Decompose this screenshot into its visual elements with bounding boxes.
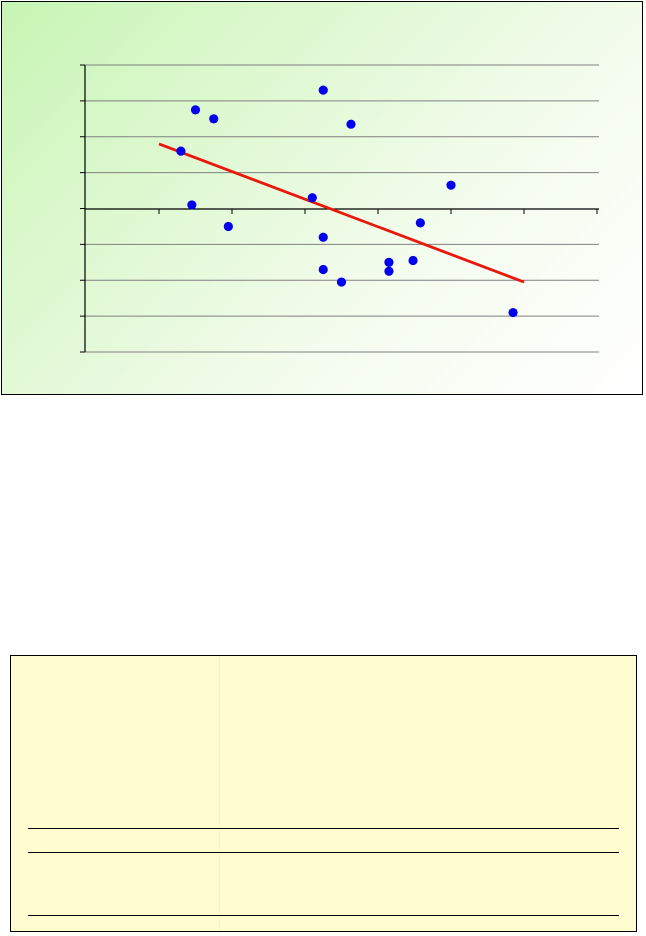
stats-header-rule — [28, 852, 619, 853]
axes — [80, 64, 599, 353]
data-point — [446, 180, 456, 190]
stats-top-rule — [28, 828, 619, 829]
stats-column-divider — [219, 656, 220, 931]
data-point — [336, 277, 347, 287]
data-point — [318, 264, 328, 275]
scatter-chart — [80, 64, 599, 353]
data-point — [384, 257, 394, 267]
data-point — [318, 85, 328, 95]
data-point — [187, 200, 197, 210]
data-point — [408, 255, 418, 266]
trendline — [158, 142, 525, 284]
trendline-layer — [158, 142, 525, 284]
chart-panel — [1, 1, 643, 395]
stats-bottom-rule — [28, 915, 619, 916]
data-point — [223, 221, 233, 232]
data-points — [176, 85, 518, 318]
statistics-panel — [10, 655, 637, 932]
data-point — [415, 218, 425, 228]
data-point — [190, 105, 201, 115]
data-point — [384, 266, 394, 276]
data-point — [209, 114, 219, 124]
data-point — [307, 193, 317, 203]
data-point — [346, 119, 356, 129]
data-point — [508, 307, 518, 318]
data-point — [318, 232, 328, 242]
data-point — [176, 146, 186, 156]
